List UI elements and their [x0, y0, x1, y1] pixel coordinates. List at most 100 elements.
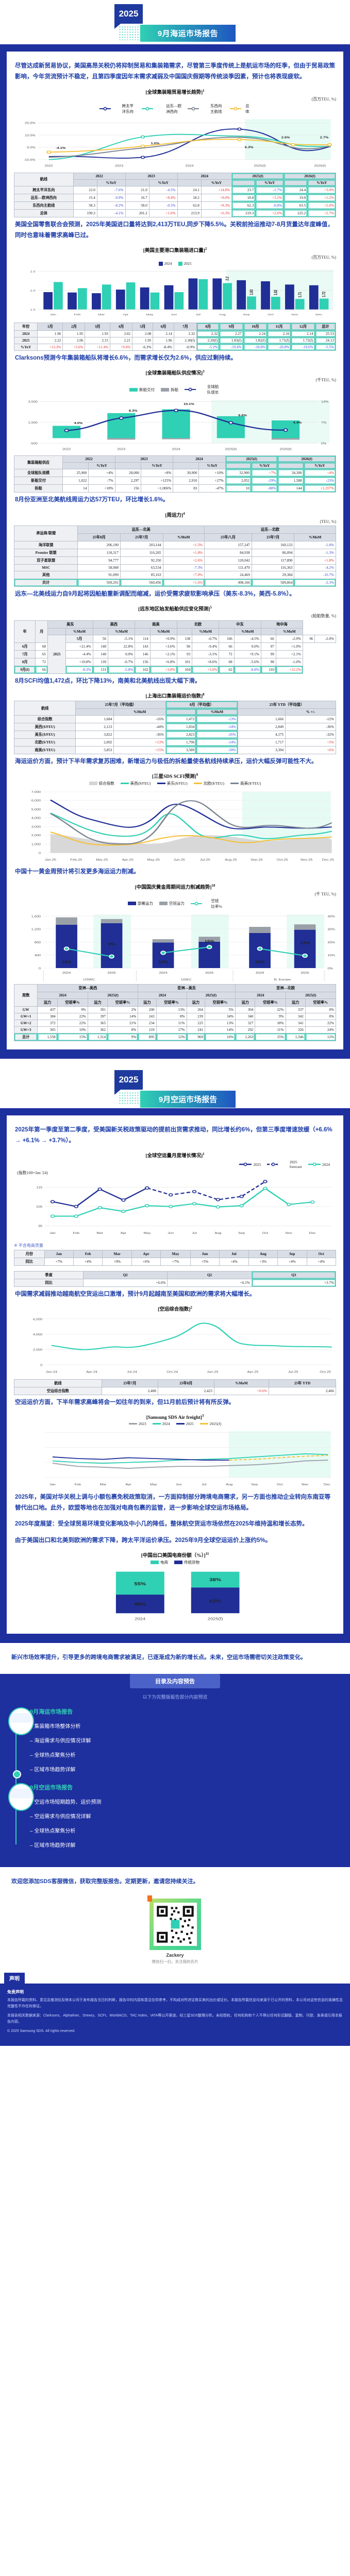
- chart2-legend: 2024 2025: [14, 261, 336, 266]
- svg-text:2022: 2022: [45, 164, 54, 167]
- svg-text:800: 800: [35, 941, 41, 944]
- chart11-legend: 2023 2024 2025 2025(f): [14, 1421, 336, 1426]
- chart3-unit: (千TEU, %): [315, 378, 336, 383]
- toc-group-sea[interactable]: 9月海运市场报告 – 集装箱市场整体分析 – 海运需求与供应情况详解 – 全球热…: [8, 1707, 341, 1773]
- table-row: 空运综合指数 2,408 2,423 +0.6% 2,466: [14, 1387, 336, 1396]
- table-row: MSC 58,908 63,534 -7.3% 111,470 116,363 -4.2%: [13, 564, 336, 571]
- svg-text:Sep: Sep: [251, 1483, 258, 1486]
- toc-item[interactable]: – 区域市场趋势详解: [30, 1843, 76, 1849]
- table-row: 6月 68 +21.4% 140 22.8% 143 +3.6% 96 -9.4% 66…: [13, 642, 336, 651]
- svg-text:20%: 20%: [327, 941, 335, 944]
- svg-text:Jan-25: Jan-25: [207, 1371, 219, 1374]
- sea-report-banner: 2025 9月海运市场报告: [0, 0, 350, 44]
- chart5-title: [远东地区始发船舶供应变化预测]5: [138, 605, 212, 612]
- toc-item[interactable]: – 海运需求与供应情况详解: [30, 1738, 91, 1744]
- svg-text:Apr-25: Apr-25: [122, 859, 134, 862]
- svg-text:1,000: 1,000: [31, 843, 41, 846]
- dots-decoration-icon: [119, 26, 140, 40]
- qr-section: Zackery 微信扫一扫，关注我的名片: [0, 1895, 350, 1967]
- sea-lead-5: 远东—北美线运力自9月起将因船舶重新调配而缩减，运价受需求疲软影响承压（美东-8…: [15, 590, 295, 597]
- toc-item[interactable]: – 集装箱市场整体分析: [30, 1724, 81, 1730]
- svg-text:30%: 30%: [327, 928, 335, 931]
- scfi-table: 航线 25年7月（平均值） 8月（平均值） 25年 YTD（平均值） %MoM …: [13, 701, 337, 755]
- chart8-title: [中国国庆黄金周期间运力削减趋势]10: [135, 883, 215, 890]
- toc-item[interactable]: – 空运市场短期趋势、运价预测: [30, 1800, 102, 1806]
- air-lead-1: 2025年第一季度至第二季度，受美国新关税政策驱动的提前出货需求推动，同比增长约…: [15, 1126, 332, 1144]
- svg-text:Jul: Jul: [196, 313, 201, 316]
- svg-text:Feb: Feb: [73, 1232, 80, 1235]
- air-lead-4: 2025年，美国对华关税上调与小额包裹免税政策取消，一方面抑制部分跨境电商需求，…: [15, 1494, 331, 1512]
- chart8-plot: 1,600 1,200 800 400 0 40% 30% 20% 10% 0%: [14, 910, 336, 982]
- svg-text:0%: 0%: [327, 967, 333, 970]
- qr-caption: 微信扫一扫，关注我的名片: [152, 1959, 198, 1964]
- legend-item: 2025: [176, 1421, 194, 1426]
- closing-note: 新兴市场效率提升，引导更多的跨境电商需求被满足，已逐渐成为新的增长点。未来，空运…: [0, 1642, 350, 1674]
- svg-text:6.6%: 6.6%: [238, 414, 247, 417]
- svg-text:4.0%: 4.0%: [74, 422, 83, 425]
- legend-item: 北欧($/TEU): [193, 781, 224, 786]
- svg-text:USEC: USEC: [181, 978, 192, 981]
- svg-text:7,000: 7,000: [31, 791, 41, 794]
- toc-item[interactable]: – 区域市场趋势详解: [30, 1767, 76, 1773]
- table-row: 2025 5月 56 -5.1% 114 +0.9% 138 -0.7% 106 -4.…: [14, 634, 336, 674]
- banner2-title: 9月空运市场报告: [140, 1090, 236, 1108]
- svg-text:Jun: Jun: [168, 1232, 174, 1235]
- footer-paragraph-1: 本报告所载的资料、意见及推测仅反映本公司于发布报告当日的判断，报告中的内容和意见…: [7, 1998, 343, 2009]
- chart1-legend: 跨太平洋东向 远东—欧洲西向 东西向主航线 总体: [14, 103, 336, 114]
- chart2-title: [美国主要港口集装箱进口量]2: [143, 246, 207, 254]
- svg-text:Nov: Nov: [291, 313, 298, 316]
- svg-text:Jun-25: Jun-25: [174, 859, 186, 862]
- toc-item[interactable]: – 全球热点聚焦分析: [30, 1828, 76, 1835]
- chart3-table: 集装箱船供应 2022 2023 2024 2025(f) 2026(f) %Y…: [13, 455, 337, 493]
- air-lead-3: 空运运价方面，下半年需求高峰将会一如往年的到来，但11月前后预计将有所反弹。: [15, 1399, 235, 1406]
- svg-text:40%: 40%: [327, 915, 335, 918]
- toc-item[interactable]: – 全球热点聚焦分析: [30, 1753, 76, 1759]
- toc-section: 目录及内容预告 以下为完整版报告部分内容预览 9月海运市场报告 – 集装箱市场整…: [0, 1674, 350, 1868]
- svg-text:2025(f): 2025(f): [225, 448, 237, 451]
- svg-text:Dec: Dec: [315, 313, 322, 316]
- svg-text:1,200: 1,200: [31, 928, 41, 931]
- legend-item: 2024: [152, 1421, 170, 1426]
- sea-lead-1: 尽管达成新贸易协议，美国高昂关税仍将抑制贸易和集装箱需求，尽管第三季度传统上是航…: [15, 63, 335, 80]
- svg-text:1,500: 1,500: [28, 421, 38, 425]
- chart9-footnote: ※ 不含电商货量: [14, 1243, 43, 1248]
- table-row: GW+1 384 22% 397 14% 243 8% 239 34% 340 9% 34…: [13, 1012, 337, 1020]
- svg-text:4,000: 4,000: [31, 817, 41, 820]
- chart4-unit: (TEU, %): [320, 519, 336, 524]
- chart12-plot: 55% 38% 45% 62% 2024 2025(f): [14, 1566, 336, 1625]
- svg-text:Jul-25: Jul-25: [200, 859, 210, 862]
- svg-text:12%: 12%: [158, 959, 168, 964]
- toc-item[interactable]: – 空运需求与供应情况详解: [30, 1814, 91, 1820]
- legend-item: 全球船队增长: [185, 384, 221, 395]
- legend-item: 新船交付: [129, 384, 155, 395]
- svg-text:12%: 12%: [300, 940, 310, 945]
- corner-marker-icon: [147, 1895, 152, 1902]
- toc-group-title: 9月海运市场报告: [30, 1709, 73, 1716]
- svg-text:Apr-24: Apr-24: [86, 1371, 97, 1374]
- footer-copyright: © 2025 Samsung SDS. All rights reserved.: [7, 2029, 75, 2033]
- golden-week-table: 周数 亚洲—美西 亚洲—美东 亚洲—北欧 2024 2025(f) 2024 202…: [13, 984, 337, 1041]
- table-row: 南美($/TEU) 5,853 +15% 3,589 -39% 3,394 +6%: [13, 746, 336, 755]
- qr-invite-wrap: 欢迎您添加SDS客服微信，获取完整版报告。定期更新，邀请您持续关注。: [0, 1867, 350, 1895]
- qr-card[interactable]: [147, 1895, 201, 1950]
- svg-text:Apr: Apr: [121, 1232, 127, 1235]
- vessel-supply-table: 年 月 美东 美西 南美 北欧 中东 地中海 %MoM %MoM %MoM %M…: [13, 620, 336, 674]
- svg-text:10.1%: 10.1%: [184, 403, 194, 406]
- svg-text:15%: 15%: [62, 959, 72, 964]
- svg-text:2025: 2025: [205, 972, 214, 975]
- sea-lead-7: 海运运价方面，预计下半年需求复苏困难，新增运力与极低的拆船量使各航线持续承压，运…: [15, 758, 318, 765]
- toc-rail: [13, 1711, 21, 1845]
- svg-text:Sep: Sep: [243, 313, 251, 316]
- toc-group-air[interactable]: 9月空运市场报告 – 空运市场短期趋势、运价预测 – 空运需求与供应情况详解 –…: [8, 1783, 341, 1849]
- svg-text:10.0%: 10.0%: [25, 134, 36, 137]
- svg-text:Oct-24: Oct-24: [166, 1371, 178, 1374]
- toc-thumbnail-sea: [8, 1707, 34, 1736]
- svg-text:Mar-25: Mar-25: [96, 859, 108, 862]
- svg-text:Jan: Jan: [50, 313, 56, 316]
- svg-text:2.2: 2.2: [225, 277, 230, 281]
- svg-text:Sep: Sep: [238, 1232, 245, 1235]
- legend-item: 2025(f): [199, 1421, 221, 1426]
- qr-code-icon[interactable]: [153, 1902, 197, 1946]
- chart2-table: 年份 1月 2月 3月 4月 5月 6月 7月 8月 9月 10月 11月 12月 总计 2…: [13, 323, 337, 351]
- svg-text:Jul: Jul: [192, 1232, 196, 1235]
